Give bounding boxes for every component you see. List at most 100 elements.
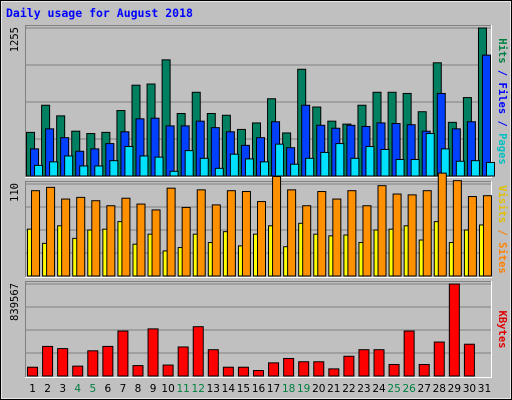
hits-axis-label-part: / [496,114,508,133]
x-tick-label: 20 [312,383,325,395]
hits-bar-pages [425,133,435,177]
visits-bar-sites [467,196,477,277]
hits-bar-pages [184,150,194,177]
visits-bar-sites [482,195,492,277]
x-tick-label: 25 [387,383,400,395]
x-tick-label: 9 [150,383,157,395]
x-tick-label: 18 [282,383,295,395]
visits-bar-sites [272,175,282,277]
x-tick-label: 1 [29,383,36,395]
hits-bar-pages [485,161,495,177]
hits-bar-pages [154,156,164,177]
kbytes-bar-kbytes [388,363,400,377]
visits-max-label: 110 [9,183,21,202]
visits-bar-sites [136,203,146,277]
visits-bar-sites [151,209,161,277]
visits-bar-sites [181,206,191,277]
x-tick-label: 27 [418,383,431,395]
x-tick-label: 6 [105,383,112,395]
kbytes-max-label: 839567 [9,283,21,321]
kbytes-bar-kbytes [132,365,144,377]
visits-bar-sites [121,197,131,277]
visits-bar-sites [422,190,432,277]
visits-bar-sites [196,189,206,277]
kbytes-bar-kbytes [463,343,475,377]
x-tick-label: 29 [448,383,461,395]
hits-bar-pages [94,165,104,177]
kbytes-bar-kbytes [27,366,39,377]
x-tick-label: 2 [44,383,51,395]
visits-bar-sites [287,189,297,277]
x-tick-label: 22 [342,383,355,395]
hits-bar-pages [214,167,224,177]
hits-bar-pages [34,164,44,177]
kbytes-axis-label-part: KBytes [496,311,508,349]
visits-bar-sites [46,186,56,277]
visits-bar-sites [241,191,251,277]
x-tick-label: 23 [357,383,370,395]
visits-bar-sites [166,187,176,277]
kbytes-bar-kbytes [253,370,264,377]
hits-bar-pages [380,148,390,177]
x-tick-label: 16 [252,383,266,395]
kbytes-bar-kbytes [268,362,280,377]
visits-bar-sites [452,180,462,277]
kbytes-bar-kbytes [403,330,415,377]
kbytes-bar-kbytes [207,349,219,377]
hits-bar-pages [320,151,330,177]
x-tick-label: 7 [120,383,127,395]
hits-bar-pages [290,163,300,177]
kbytes-bar-kbytes [177,346,189,377]
kbytes-bar-kbytes [373,349,385,377]
kbytes-bar-kbytes [87,350,99,377]
hits-bar-pages [169,170,179,177]
hits-bar-pages [350,157,360,177]
visits-bar-sites [76,196,86,277]
visits-bar-sites [347,190,357,277]
x-tick-label: 15 [237,383,250,395]
x-tick-label: 4 [74,383,81,395]
visits-bar-sites [317,191,327,277]
hits-panel: 1255 Hits / Files / Pages [9,25,508,178]
hits-bar-pages [305,157,315,177]
kbytes-bar-kbytes [57,348,69,377]
kbytes-bar-kbytes [298,361,310,377]
visits-axis-label-part: Sites [496,242,508,274]
hits-axis-label-part: Files [496,83,508,115]
visits-bar-sites [302,205,312,277]
x-tick-label: 14 [222,383,236,395]
visits-bar-sites [377,185,387,277]
kbytes-bar-kbytes [448,283,460,377]
hits-bar-pages [124,146,134,177]
kbytes-bar-kbytes [117,330,129,377]
visits-axis-label-part: / [496,223,508,242]
kbytes-bar-kbytes [328,368,340,377]
kbytes-bar-kbytes [72,365,84,377]
hits-bar-pages [395,158,405,177]
x-tick-label: 28 [433,383,446,395]
visits-bar-sites [61,198,71,277]
kbytes-panel: 839567 KBytes [9,281,508,378]
visits-bar-sites [407,194,417,277]
x-tick-label: 31 [478,383,491,395]
kbytes-bar-kbytes [162,364,174,377]
x-tick-label: 11 [176,383,189,395]
visits-bar-sites [362,205,372,277]
hits-bar-pages [275,143,285,177]
hits-bar-pages [440,148,450,177]
x-tick-label: 30 [463,383,476,395]
kbytes-bar-kbytes [283,357,295,377]
hits-bar-pages [455,160,465,177]
hits-max-label: 1255 [9,27,21,52]
visits-axis-label-part: Visits [496,185,508,223]
visits-panel: 110 Visits / Sites [9,172,508,278]
hits-bar-pages [335,143,345,177]
x-tick-label: 3 [59,383,66,395]
visits-bar-sites [31,190,41,277]
hits-bar-files [481,54,491,177]
x-tick-label: 8 [135,383,142,395]
hits-axis-label-part: / [496,64,508,83]
hits-bar-pages [199,157,209,177]
x-tick-label: 13 [207,383,220,395]
